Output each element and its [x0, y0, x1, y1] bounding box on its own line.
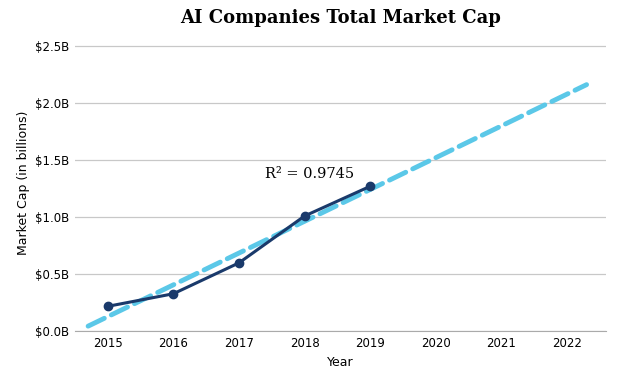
X-axis label: Year: Year — [328, 355, 354, 368]
Y-axis label: Market Cap (in billions): Market Cap (in billions) — [17, 111, 29, 255]
Text: R² = 0.9745: R² = 0.9745 — [265, 167, 354, 181]
Title: AI Companies Total Market Cap: AI Companies Total Market Cap — [180, 9, 501, 27]
